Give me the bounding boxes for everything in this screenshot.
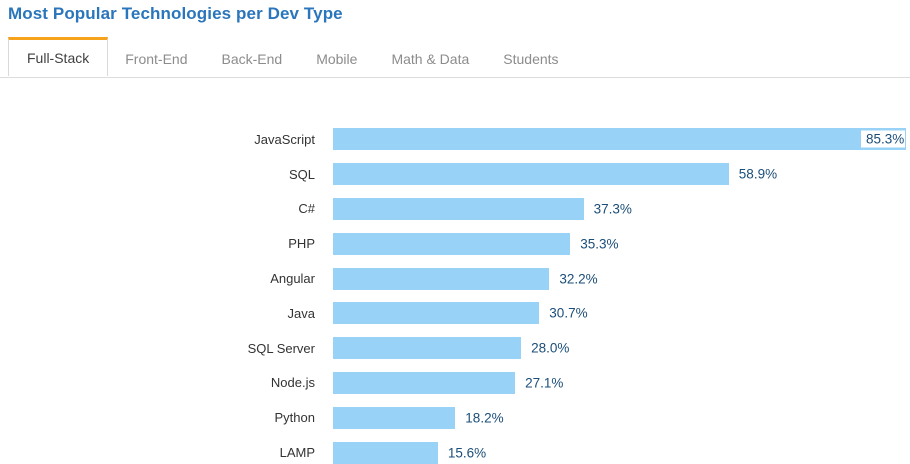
category-label: LAMP xyxy=(279,445,315,461)
value-label: 30.7% xyxy=(549,305,588,321)
bar-track: 27.1% xyxy=(333,371,910,394)
bar-track: 35.3% xyxy=(333,232,910,255)
bar-track: 58.9% xyxy=(333,163,910,186)
chart-row-node-js: Node.js 27.1% xyxy=(0,366,910,401)
chart-row-php: PHP 35.3% xyxy=(0,226,910,261)
chart-row-sql: SQL 58.9% xyxy=(0,157,910,192)
value-label: 35.3% xyxy=(580,236,619,252)
value-label: 32.2% xyxy=(559,271,598,287)
bar-track: 18.2% xyxy=(333,406,910,429)
chart-row-c: C# 37.3% xyxy=(0,192,910,227)
bar xyxy=(333,337,522,360)
chart-row-java: Java 30.7% xyxy=(0,296,910,331)
chart-row-lamp: LAMP 15.6% xyxy=(0,435,910,464)
bar-track: 28.0% xyxy=(333,337,910,360)
bar xyxy=(333,441,438,464)
tab-front-end[interactable]: Front-End xyxy=(125,51,188,67)
bar-track: 85.3% xyxy=(333,128,910,151)
tab-bar: Full-Stack Front-End Back-End Mobile Math & … xyxy=(0,37,910,78)
category-label: PHP xyxy=(288,236,315,252)
page-title: Most Popular Technologies per Dev Type xyxy=(8,4,343,23)
category-label: SQL xyxy=(288,166,315,182)
bar-track: 30.7% xyxy=(333,302,910,325)
bar xyxy=(333,128,907,151)
category-label: Node.js xyxy=(270,375,315,391)
value-label: 27.1% xyxy=(525,375,564,391)
bar-track: 37.3% xyxy=(333,197,910,220)
tab-full-stack[interactable]: Full-Stack xyxy=(8,37,109,76)
bar xyxy=(333,371,516,394)
bar-track: 32.2% xyxy=(333,267,910,290)
category-label: JavaScript xyxy=(254,131,315,147)
category-label: C# xyxy=(298,201,315,217)
tab-students[interactable]: Students xyxy=(503,51,559,67)
bar xyxy=(333,267,550,290)
value-label: 28.0% xyxy=(531,340,570,356)
bar xyxy=(333,302,540,325)
category-label: Python xyxy=(274,410,315,426)
chart-row-angular: Angular 32.2% xyxy=(0,261,910,296)
bar-chart: JavaScript 85.3% SQL 58.9% C# 37.3% PHP 35.3% An… xyxy=(0,78,910,464)
bar xyxy=(333,232,571,255)
chart-row-python: Python 18.2% xyxy=(0,400,910,435)
tab-back-end[interactable]: Back-End xyxy=(221,51,283,67)
bar-track: 15.6% xyxy=(333,441,910,464)
category-label: Java xyxy=(287,305,315,321)
value-label: 85.3% xyxy=(860,130,906,148)
bar xyxy=(333,197,584,220)
category-label: Angular xyxy=(270,271,315,287)
bar xyxy=(333,406,456,429)
value-label: 37.3% xyxy=(593,201,632,217)
value-label: 15.6% xyxy=(447,445,487,461)
bar xyxy=(333,163,729,186)
value-label: 18.2% xyxy=(465,410,504,426)
tab-mobile[interactable]: Mobile xyxy=(316,51,358,67)
value-label: 58.9% xyxy=(738,166,778,182)
category-label: SQL Server xyxy=(247,340,315,356)
chart-row-javascript: JavaScript 85.3% xyxy=(0,122,910,157)
tab-math-data[interactable]: Math & Data xyxy=(391,51,470,67)
chart-row-sql-server: SQL Server 28.0% xyxy=(0,331,910,366)
